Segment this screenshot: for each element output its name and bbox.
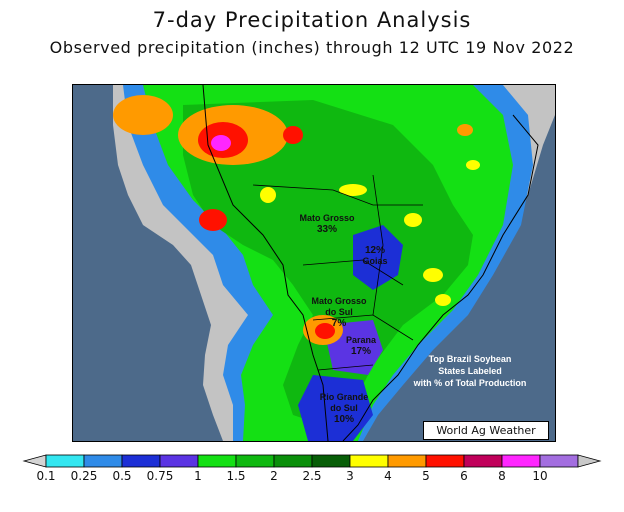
color-legend: 0.1 0.25 0.5 0.75 1 1.5 2 2.5 3 4 5 6 8 10 bbox=[22, 452, 602, 492]
state-name: Mato Grosso do Sul bbox=[311, 296, 367, 317]
legend-tick-label: 10 bbox=[532, 469, 548, 483]
legend-tick-label: 2.5 bbox=[302, 469, 322, 483]
rain-orange-east bbox=[457, 124, 473, 136]
heavy-rain-mid-north bbox=[283, 126, 303, 144]
heavy-rain-west bbox=[199, 209, 227, 231]
legend-arrow-left bbox=[22, 454, 47, 468]
very-heavy-rain-south bbox=[315, 323, 335, 339]
legend-tick-label: 0.75 bbox=[146, 469, 174, 483]
rain-yellow-4 bbox=[435, 294, 451, 306]
legend-color-box bbox=[159, 454, 199, 468]
legend-tick-label: 6 bbox=[460, 469, 468, 483]
legend-color-box bbox=[45, 454, 85, 468]
legend-color-box bbox=[273, 454, 313, 468]
rain-yellow-5 bbox=[404, 213, 422, 227]
rain-yellow-1 bbox=[339, 184, 367, 196]
legend-tick-label: 2 bbox=[270, 469, 278, 483]
legend-color-box bbox=[501, 454, 541, 468]
coastline bbox=[342, 114, 539, 441]
note-line: States Labeled bbox=[438, 366, 502, 376]
precip-darkgreen-zone bbox=[183, 100, 473, 425]
rain-yellow-3 bbox=[423, 268, 443, 282]
state-pct: 17% bbox=[350, 346, 371, 357]
legend-color-box bbox=[83, 454, 123, 468]
state-name: Rio Grande do Sul bbox=[319, 392, 369, 413]
legend-tick-label: 1 bbox=[194, 469, 202, 483]
legend-tick-label: 5 bbox=[422, 469, 430, 483]
legend-color-box bbox=[539, 454, 579, 468]
legend-color-box bbox=[197, 454, 237, 468]
state-pct: 33% bbox=[316, 224, 337, 235]
state-name: Goias bbox=[362, 256, 388, 266]
state-border-5 bbox=[372, 174, 384, 316]
state-label-mato-grosso-do-sul: Mato Grosso do Sul 7% bbox=[299, 285, 379, 340]
legend-arrow-right bbox=[577, 454, 602, 468]
state-pct: 7% bbox=[331, 318, 347, 329]
state-label-mato-grosso: Mato Grosso 33% bbox=[287, 213, 367, 235]
credit-box: World Ag Weather bbox=[423, 421, 549, 440]
precipitation-map: Mato Grosso 33% 12% Goias Mato Grosso do… bbox=[72, 84, 556, 442]
legend-tick-label: 8 bbox=[498, 469, 506, 483]
map-title: 7-day Precipitation Analysis bbox=[152, 8, 472, 32]
note-line: with % of Total Production bbox=[413, 378, 527, 388]
legend-color-box bbox=[121, 454, 161, 468]
heavy-rain-northwest bbox=[113, 95, 173, 135]
legend-color-box bbox=[425, 454, 465, 468]
legend-color-box bbox=[349, 454, 389, 468]
legend-tick-label: 0.5 bbox=[112, 469, 132, 483]
map-subtitle: Observed precipitation (inches) through … bbox=[49, 38, 575, 57]
precip-dry-zone bbox=[353, 225, 403, 290]
legend-tick-label: 4 bbox=[384, 469, 392, 483]
state-pct: 12% bbox=[364, 245, 385, 256]
state-border-4 bbox=[317, 364, 374, 371]
extreme-rain-north bbox=[211, 135, 231, 151]
state-border-1 bbox=[252, 184, 423, 206]
legend-color-box bbox=[387, 454, 427, 468]
legend-color-box bbox=[311, 454, 351, 468]
map-note: Top Brazil Soybean States Labeled with %… bbox=[395, 353, 545, 389]
legend-color-box bbox=[235, 454, 275, 468]
legend-tick-label: 3 bbox=[346, 469, 354, 483]
rain-yellow-6 bbox=[466, 160, 480, 170]
legend-color-box bbox=[463, 454, 503, 468]
state-border-2 bbox=[302, 259, 404, 286]
state-name: Mato Grosso bbox=[299, 213, 355, 223]
state-label-goias: 12% Goias bbox=[355, 245, 395, 267]
legend-tick-label: 1.5 bbox=[226, 469, 246, 483]
state-name: Parana bbox=[345, 335, 377, 345]
legend-tick-label: 0.1 bbox=[36, 469, 56, 483]
precip-south-zone bbox=[298, 375, 373, 441]
note-line: Top Brazil Soybean bbox=[428, 354, 512, 364]
legend-tick-label: 0.25 bbox=[70, 469, 98, 483]
legend-bar bbox=[22, 454, 602, 468]
state-label-rio-grande-do-sul: Rio Grande do Sul 10% bbox=[309, 381, 379, 436]
state-pct: 10% bbox=[333, 414, 354, 425]
map-graphic bbox=[113, 85, 555, 441]
state-label-parana: Parana 17% bbox=[331, 335, 391, 357]
rain-yellow-2 bbox=[260, 187, 276, 203]
